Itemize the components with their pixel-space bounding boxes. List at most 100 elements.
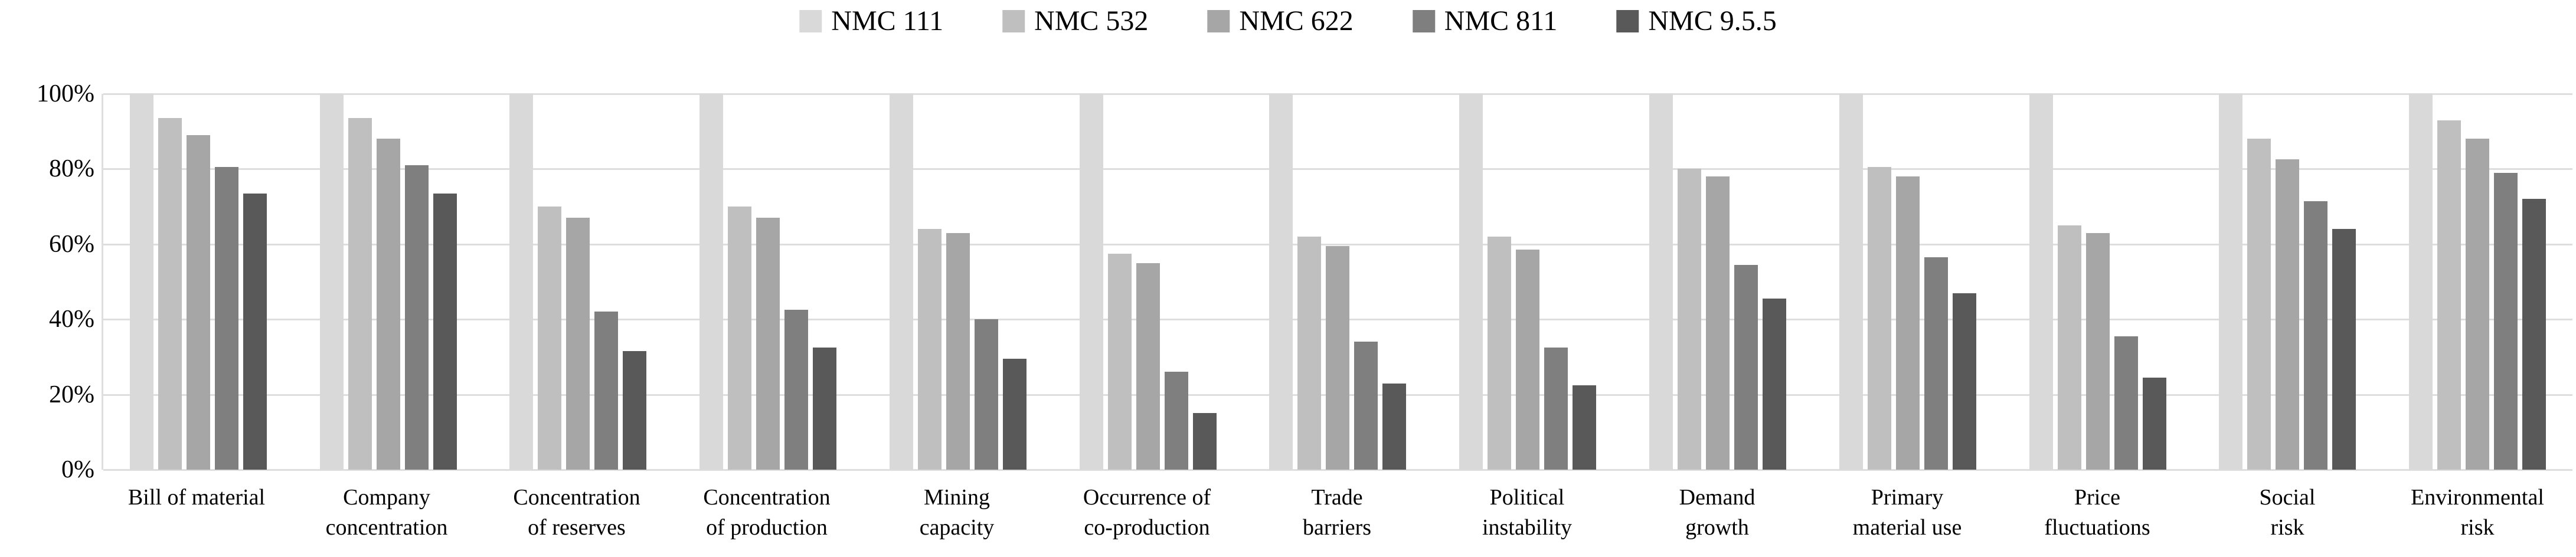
- bar-group-environmental-risk: [2382, 94, 2572, 470]
- bar-nmc-532: [2057, 225, 2081, 470]
- category-label: Primary material use: [1852, 485, 1962, 540]
- bar-nmc-811: [2494, 172, 2518, 470]
- bar-nmc-9-5-5: [1952, 293, 1976, 470]
- bar-nmc-9-5-5: [1573, 385, 1597, 470]
- bar-group-mining-capacity: [863, 94, 1053, 470]
- category-label: Social risk: [2259, 485, 2316, 540]
- legend-item-nmc-622: NMC 622: [1207, 5, 1354, 37]
- bar-nmc-811: [2304, 201, 2328, 470]
- bar-nmc-622: [376, 139, 400, 470]
- bar-groups: [103, 94, 2572, 470]
- bar-nmc-811: [594, 312, 619, 470]
- category-label: Bill of material: [128, 485, 266, 510]
- bar-group-demand-growth: [1623, 94, 1813, 470]
- bar-group-company-concentration: [293, 94, 483, 470]
- category-label: Price fluctuations: [2044, 485, 2150, 540]
- bar-nmc-111: [2029, 94, 2053, 470]
- bar-nmc-532: [1678, 169, 1701, 470]
- bar-nmc-532: [1107, 253, 1132, 470]
- bar-nmc-532: [158, 118, 182, 470]
- bar-nmc-111: [1269, 94, 1293, 470]
- bar-group-primary-material-use: [1813, 94, 2003, 470]
- bar-nmc-9-5-5: [243, 193, 267, 470]
- y-tick-label: 40%: [49, 306, 94, 333]
- bar-group-concentration-of-production: [673, 94, 863, 470]
- bar-nmc-9-5-5: [2522, 199, 2546, 470]
- y-axis: 100% 80% 60% 40% 20% 0%: [0, 81, 94, 482]
- bar-nmc-9-5-5: [1763, 299, 1786, 470]
- bar-nmc-622: [1706, 176, 1730, 470]
- legend-item-nmc-9-5-5: NMC 9.5.5: [1616, 5, 1777, 37]
- category-label: Concentration of reserves: [513, 485, 640, 540]
- bar-nmc-811: [974, 319, 998, 470]
- bar-nmc-9-5-5: [813, 347, 837, 470]
- bar-group-political-instability: [1433, 94, 1623, 470]
- bar-nmc-9-5-5: [2142, 377, 2166, 470]
- category-label: Occurrence of co-production: [1083, 485, 1211, 540]
- y-tick-label: 100%: [37, 80, 94, 107]
- bar-nmc-532: [348, 118, 372, 470]
- bar-nmc-622: [2466, 139, 2490, 470]
- bar-nmc-622: [566, 218, 590, 470]
- bar-nmc-111: [2219, 94, 2243, 470]
- legend-label: NMC 811: [1444, 5, 1558, 37]
- bar-nmc-532: [2247, 139, 2271, 470]
- plot-area: [102, 93, 2572, 471]
- bar-nmc-532: [538, 207, 562, 470]
- legend-item-nmc-111: NMC 111: [799, 7, 943, 35]
- legend-item-nmc-532: NMC 532: [1002, 7, 1148, 35]
- legend-swatch-nmc-811: [1412, 10, 1435, 32]
- category-label: Mining capacity: [919, 485, 995, 540]
- bar-nmc-111: [509, 94, 534, 470]
- bar-group-concentration-of-reserves: [483, 94, 674, 470]
- bar-group-social-risk: [2192, 94, 2382, 470]
- bar-nmc-811: [1354, 342, 1378, 470]
- bar-nmc-111: [1649, 94, 1673, 470]
- bar-nmc-811: [2114, 336, 2138, 470]
- y-tick-label: 0%: [61, 456, 94, 483]
- x-axis-labels: Bill of material Company concentration Con…: [102, 483, 2572, 543]
- bar-nmc-111: [2409, 94, 2433, 470]
- bar-nmc-622: [1326, 246, 1350, 470]
- category-label: Demand growth: [1679, 485, 1756, 540]
- legend-swatch-nmc-111: [799, 10, 822, 32]
- category-label: Environmental risk: [2411, 485, 2544, 540]
- bar-nmc-111: [1079, 94, 1103, 470]
- bar-nmc-532: [728, 207, 752, 470]
- bar-nmc-622: [186, 135, 210, 470]
- bar-group-bill-of-material: [103, 94, 293, 470]
- bar-nmc-9-5-5: [1382, 383, 1407, 470]
- legend-label: NMC 9.5.5: [1648, 5, 1777, 37]
- bar-nmc-811: [214, 167, 238, 470]
- legend-item-nmc-811: NMC 811: [1412, 5, 1558, 37]
- bar-nmc-111: [699, 94, 724, 470]
- bar-nmc-9-5-5: [623, 351, 647, 470]
- category-label: Concentration of production: [703, 485, 831, 540]
- bar-nmc-111: [1839, 94, 1863, 470]
- y-tick-label: 80%: [49, 155, 94, 183]
- bar-nmc-111: [1459, 94, 1483, 470]
- gridline: [103, 243, 2572, 245]
- bar-nmc-811: [784, 310, 809, 470]
- bar-group-price-fluctuations: [2003, 94, 2193, 470]
- bar-nmc-9-5-5: [1192, 413, 1217, 470]
- bar-nmc-811: [404, 165, 429, 470]
- legend-label: NMC 532: [1034, 5, 1149, 37]
- gridline: [103, 469, 2572, 471]
- bar-nmc-111: [129, 94, 153, 470]
- bar-nmc-811: [1734, 264, 1758, 470]
- category-label: Political instability: [1482, 485, 1572, 540]
- legend-label: NMC 622: [1239, 5, 1354, 37]
- bar-nmc-532: [2437, 120, 2461, 470]
- legend-swatch-nmc-532: [1002, 10, 1025, 32]
- bar-nmc-811: [1924, 257, 1948, 470]
- bar-nmc-9-5-5: [2332, 229, 2356, 470]
- legend-swatch-nmc-9-5-5: [1616, 10, 1639, 32]
- bar-nmc-9-5-5: [1002, 359, 1027, 470]
- category-label: Company concentration: [325, 485, 448, 540]
- bar-nmc-811: [1544, 347, 1568, 470]
- bar-nmc-532: [1867, 167, 1891, 470]
- bar-nmc-111: [889, 94, 913, 470]
- bar-group-trade-barriers: [1243, 94, 1433, 470]
